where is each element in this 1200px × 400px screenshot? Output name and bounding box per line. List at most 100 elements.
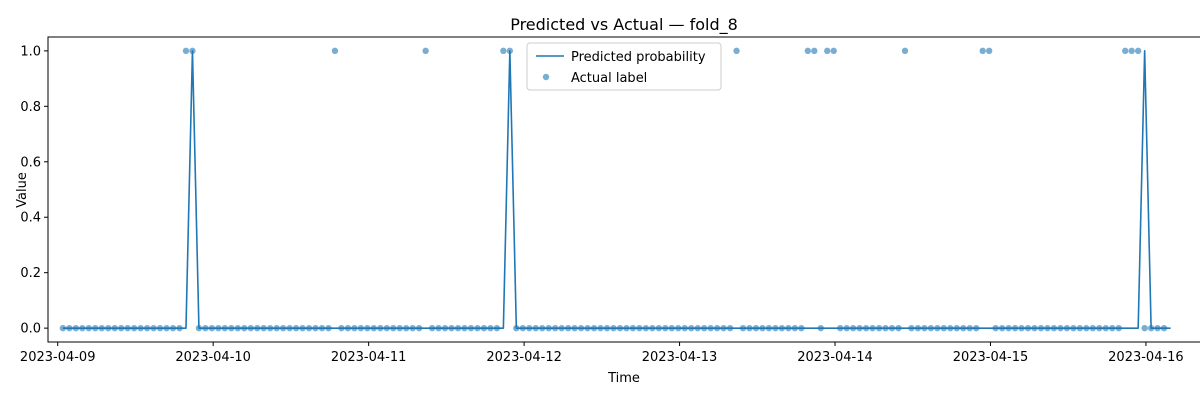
scatter-point-actual [973,324,980,332]
scatter-point-actual [985,47,993,55]
scatter-point-actual [377,324,384,332]
scatter-point-actual [953,324,960,332]
scatter-point-actual [292,324,300,332]
scatter-point-actual [940,324,948,332]
scatter-point-actual [260,324,267,332]
x-tick-label: 2023-04-14 [797,350,873,365]
scatter-point-actual [312,324,319,332]
scatter-point-actual [882,324,889,332]
scatter-point-actual [571,324,578,332]
scatter-point-actual [1122,47,1129,55]
scatter-point-actual [1024,324,1032,332]
scatter-point-actual [519,324,526,332]
scatter-point-actual [577,324,585,332]
scatter-point-actual [1096,324,1103,332]
scatter-point-actual [746,324,753,332]
y-tick-label: 0.0 [20,322,41,337]
scatter-point-actual [649,324,656,332]
scatter-point-actual [901,47,909,55]
scatter-point-actual [487,324,494,332]
y-axis: 0.0 0.2 0.4 0.6 0.8 1.0 [20,44,48,337]
scatter-point-actual [1044,324,1051,332]
scatter-point-actual [759,324,766,332]
scatter-point-actual [513,324,520,332]
scatter-point-actual [539,324,546,332]
x-tick-label: 2023-04-12 [486,350,562,365]
scatter-point-actual [98,324,105,332]
scatter-point-actual [409,324,416,332]
x-axis-label: Time [607,371,640,386]
scatter-point-actual [811,47,818,55]
scatter-point-actual [824,47,831,55]
scatter-point-actual [623,324,630,332]
scatter-point-actual [998,324,1006,332]
scatter-point-actual [357,324,365,332]
legend-label-predicted: Predicted probability [571,50,706,65]
scatter-point-actual [778,324,786,332]
scatter-point-actual [338,324,345,332]
scatter-point-actual [856,324,863,332]
scatter-point-actual [713,324,721,332]
scatter-point-actual [234,324,241,332]
scatter-point-actual [137,324,144,332]
scatter-point-actual [435,324,442,332]
y-tick-label: 0.6 [20,155,41,170]
x-tick-label: 2023-04-11 [331,350,407,365]
scatter-point-actual [1160,324,1168,332]
scatter-point-actual [927,324,935,332]
scatter-point-actual [59,324,67,332]
scatter-point-actual [739,324,747,332]
scatter-point-actual [215,324,222,332]
scatter-point-actual [325,324,332,332]
scatter-point-actual [441,324,449,332]
scatter-point-actual [124,324,131,332]
x-tick-label: 2023-04-09 [20,350,96,365]
scatter-point-actual [279,324,287,332]
scatter-point-actual [273,324,280,332]
scatter-point-actual [1089,324,1097,332]
scatter-point-actual [163,324,170,332]
scatter-point-actual [791,324,799,332]
scatter-point-actual [532,324,539,332]
scatter-point-actual [72,324,80,332]
scatter-point-actual [1154,324,1161,332]
scatter-point-actual [700,324,708,332]
scatter-point-actual [254,324,261,332]
x-tick-label: 2023-04-16 [1108,350,1184,365]
scatter-point-actual [908,324,915,332]
scatter-point-actual [733,47,740,55]
legend-label-actual: Actual label [571,71,647,86]
scatter-point-actual [506,47,514,55]
scatter-point-actual [545,324,552,332]
scatter-point-actual [526,324,533,332]
scatter-point-actual [849,324,857,332]
scatter-point-actual [428,324,436,332]
legend: Predicted probability Actual label [526,42,722,91]
y-tick-label: 0.8 [20,100,41,115]
scatter-point-actual [869,324,876,332]
scatter-point-actual [785,324,792,332]
scatter-point-actual [934,324,941,332]
scatter-point-actual [351,324,358,332]
scatter-point-actual [182,47,190,55]
y-axis-label: Value [15,172,30,208]
scatter-point-actual [150,324,157,332]
scatter-point-actual [914,324,922,332]
scatter-point-actual [616,324,624,332]
scatter-point-actual [364,324,371,332]
series-line-predicted [62,50,1171,329]
scatter-point-actual [992,324,999,332]
scatter-point-actual [247,324,254,332]
scatter-point-actual [662,324,669,332]
scatter-point-actual [668,324,675,332]
scatter-point-actual [156,324,164,332]
scatter-point-actual [675,324,682,332]
scatter-point-actual [176,324,183,332]
scatter-point-actual [720,324,727,332]
scatter-point-actual [772,324,779,332]
scatter-point-actual [467,324,475,332]
scatter-point-actual [603,324,611,332]
scatter-point-actual [1109,324,1116,332]
scatter-point-actual [79,324,86,332]
legend-marker-swatch [542,73,550,81]
